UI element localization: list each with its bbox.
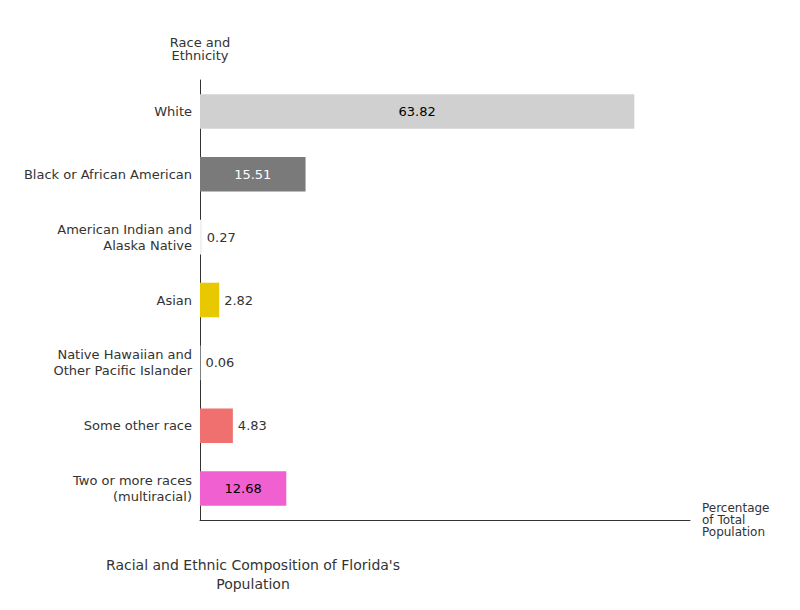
svg-text:White: White <box>154 104 192 119</box>
svg-text:2.82: 2.82 <box>224 293 253 308</box>
svg-text:(multiracial): (multiracial) <box>113 489 192 504</box>
svg-text:Population: Population <box>216 576 290 592</box>
svg-text:15.51: 15.51 <box>234 167 271 182</box>
svg-text:Black or African American: Black or African American <box>24 167 192 182</box>
svg-text:Percentage: Percentage <box>702 501 770 515</box>
svg-text:Two or more races: Two or more races <box>72 473 192 488</box>
svg-text:Some other race: Some other race <box>84 418 192 433</box>
svg-text:Racial and Ethnic Composition: Racial and Ethnic Composition of Florida… <box>106 557 400 573</box>
svg-text:4.83: 4.83 <box>238 418 267 433</box>
svg-text:Population: Population <box>702 525 765 539</box>
svg-text:Alaska Native: Alaska Native <box>103 238 192 253</box>
svg-text:63.82: 63.82 <box>399 104 436 119</box>
svg-text:Asian: Asian <box>157 293 192 308</box>
svg-text:American Indian and: American Indian and <box>57 222 192 237</box>
svg-text:Ethnicity: Ethnicity <box>172 48 229 63</box>
svg-text:12.68: 12.68 <box>225 481 262 496</box>
svg-text:Race and: Race and <box>169 35 231 50</box>
svg-text:0.06: 0.06 <box>205 355 234 370</box>
svg-text:0.27: 0.27 <box>207 230 236 245</box>
svg-text:Other Pacific Islander: Other Pacific Islander <box>53 363 192 378</box>
svg-text:of Total: of Total <box>702 513 746 527</box>
svg-text:Native Hawaiian and: Native Hawaiian and <box>57 347 192 362</box>
